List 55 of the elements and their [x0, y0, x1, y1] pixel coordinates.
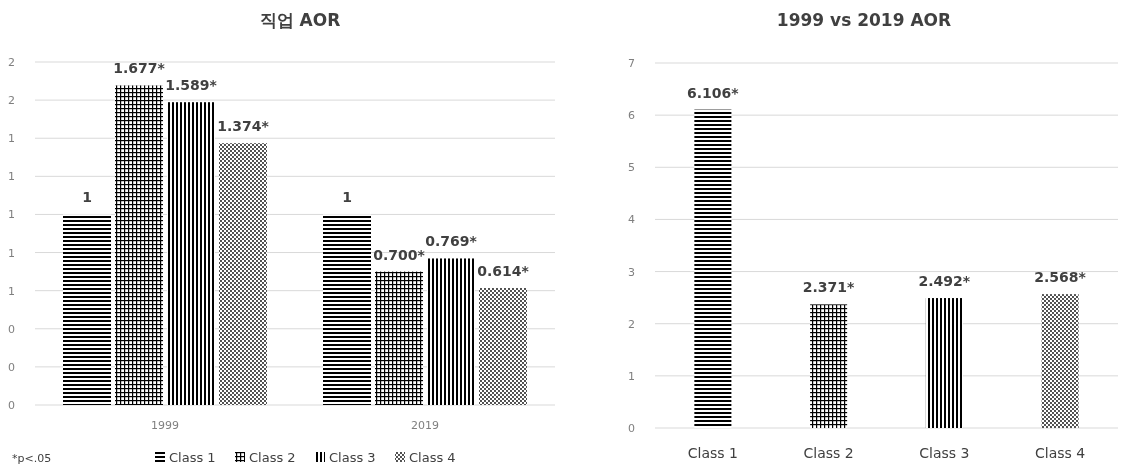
bar [694, 109, 732, 428]
y-tick-label: 2 [8, 56, 15, 69]
bar [63, 214, 111, 405]
bar [167, 102, 215, 405]
data-label: 1 [342, 189, 352, 206]
bar [375, 271, 423, 405]
x-tick-label: 2019 [411, 419, 439, 432]
legend-item: Class 1 [155, 450, 216, 465]
data-label: 2.371* [802, 279, 856, 296]
data-label: 0.700* [373, 246, 426, 263]
bar [479, 288, 527, 405]
data-label: 1.677* [113, 60, 166, 77]
legend-item: Class 3 [315, 450, 376, 465]
x-tick-label: 1999 [151, 419, 179, 432]
bar [323, 214, 371, 405]
y-tick-label: 3 [628, 265, 635, 279]
y-tick-label: 0 [8, 399, 15, 412]
data-label: 6.106* [687, 84, 740, 101]
text: *p<.05 [12, 452, 52, 465]
data-label: 0.769* [425, 233, 478, 250]
y-tick-label: 6 [628, 109, 635, 123]
x-tick-label: Class 3 [919, 445, 970, 461]
y-tick-label: 7 [628, 57, 635, 70]
chart-title: 직업 AOR [259, 10, 341, 30]
y-tick-label: 5 [628, 161, 635, 175]
x-tick-label: Class 2 [803, 445, 854, 461]
bar [115, 85, 163, 405]
y-tick-label: 2 [8, 94, 15, 108]
bar [219, 143, 267, 405]
bar [810, 304, 848, 428]
legend-item: Class 2 [235, 450, 296, 465]
data-label: 1 [82, 189, 92, 206]
y-tick-label: 1 [8, 246, 15, 260]
data-label: 1.589* [165, 77, 218, 94]
data-label: 1.374* [217, 118, 270, 135]
bar [1041, 294, 1079, 428]
y-tick-label: 0 [628, 422, 635, 435]
y-tick-label: 0 [8, 360, 15, 374]
y-tick-label: 1 [8, 208, 15, 222]
y-tick-label: 0 [8, 322, 15, 336]
y-tick-label: 1 [8, 132, 15, 146]
y-tick-label: 4 [628, 213, 635, 227]
y-tick-label: 1 [8, 170, 15, 184]
data-label: 2.492* [918, 273, 971, 290]
x-tick-label: Class 4 [1035, 445, 1086, 461]
legend-item: Class 4 [395, 450, 456, 465]
y-tick-label: 1 [8, 284, 15, 298]
bar [925, 298, 963, 428]
bar [427, 258, 475, 405]
chart-title: 1999 vs 2019 AOR [776, 10, 952, 30]
data-label: 0.614* [477, 263, 530, 279]
data-label: 2.568* [1034, 269, 1087, 286]
y-tick-label: 1 [628, 369, 635, 383]
y-tick-label: 2 [628, 317, 635, 331]
x-tick-label: Class 1 [687, 445, 738, 461]
